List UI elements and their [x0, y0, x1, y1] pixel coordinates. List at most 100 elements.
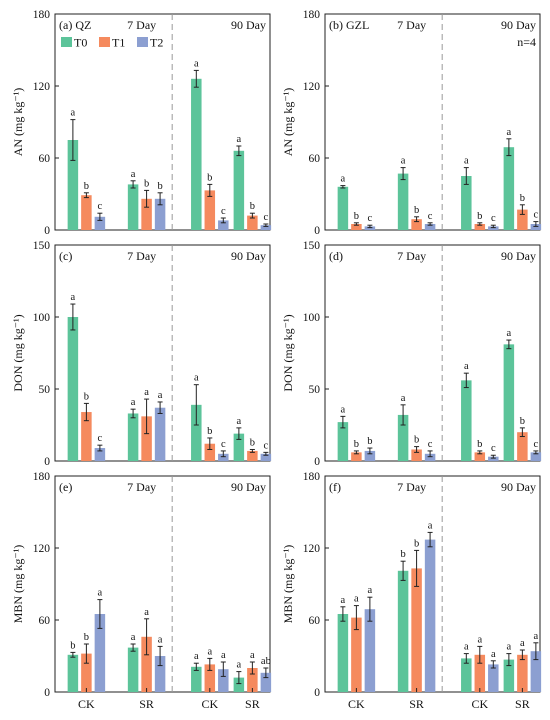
significance-letter: a [401, 393, 406, 404]
y-tick-label: 120 [33, 543, 51, 555]
significance-letter: a [507, 328, 512, 339]
bar-t0 [337, 422, 349, 461]
significance-letter: a [354, 594, 359, 605]
significance-letter: a [237, 660, 242, 671]
bar-t2 [154, 407, 166, 461]
significance-letter: a [368, 585, 373, 596]
legend-swatch-t2 [137, 37, 148, 47]
significance-letter: a [520, 638, 525, 649]
significance-letter: a [144, 607, 149, 618]
bar-t2 [94, 448, 106, 461]
y-tick-label: 100 [33, 312, 51, 324]
significance-letter: c [491, 213, 496, 224]
bar-t1 [204, 664, 216, 692]
bar-t2 [260, 672, 272, 692]
period-label-7day: 7 Day [397, 249, 426, 263]
x-category-label: SR [515, 697, 530, 711]
significance-letter: a [464, 156, 469, 167]
y-tick-label: 0 [314, 225, 320, 237]
legend: T0 T1 T2 [61, 36, 163, 50]
y-tick-label: 50 [309, 384, 321, 396]
period-label-90day: 90 Day [231, 249, 266, 263]
significance-letter: b [84, 391, 89, 402]
significance-letter: b [250, 437, 255, 448]
y-axis-label: AN (mg kg⁻¹) [281, 88, 295, 157]
bar-t0 [503, 344, 515, 461]
bar-t1 [411, 449, 422, 461]
bar-t1 [81, 195, 92, 230]
significance-letter: b [367, 436, 372, 447]
significance-letter: a [341, 595, 346, 606]
significance-letter: b [400, 549, 405, 560]
significance-letter: b [84, 632, 89, 643]
bar-t1 [247, 668, 258, 692]
x-category-label: CK [201, 697, 218, 711]
significance-letter: c [98, 433, 103, 444]
significance-letter: a [464, 642, 469, 653]
y-axis-label: MBN (mg kg⁻¹) [11, 545, 25, 624]
panel-title: (d) [329, 249, 343, 263]
significance-letter: a [250, 650, 255, 661]
significance-letter: a [237, 134, 242, 145]
x-category-label: CK [78, 697, 95, 711]
significance-letter: a [507, 642, 512, 653]
y-axis-label: MBN (mg kg⁻¹) [281, 545, 295, 624]
significance-letter: a [477, 634, 482, 645]
bar-t0 [191, 404, 202, 461]
bar-t2 [530, 651, 542, 692]
x-category-label: SR [409, 697, 424, 711]
panel-title: (a) QZ [59, 18, 91, 32]
bar-t2 [364, 450, 376, 461]
significance-letter: c [368, 213, 373, 224]
panel-title: (c) [59, 249, 72, 263]
sample-size-label: n=4 [517, 35, 536, 49]
bar-t2 [260, 225, 272, 230]
bar-t1 [141, 198, 152, 230]
significance-letter: a [207, 646, 212, 657]
legend-label: T1 [112, 36, 125, 50]
bar-t1 [517, 432, 528, 461]
bar-t1 [351, 224, 362, 230]
y-tick-label: 50 [39, 384, 51, 396]
significance-letter: a [194, 651, 199, 662]
x-category-label: SR [139, 697, 154, 711]
significance-letter: c [428, 211, 433, 222]
panel-e: 0 60 120 180 MBN (mg kg⁻¹) (e) 7 Day 90 Day bb a C… [11, 471, 272, 711]
y-tick-label: 120 [303, 81, 321, 93]
bar-t1 [474, 452, 486, 461]
bar-t1 [411, 568, 422, 692]
legend-label: T0 [74, 36, 87, 50]
significance-letter: b [84, 181, 89, 192]
bar-t0 [67, 317, 79, 461]
bar-t2 [530, 224, 542, 230]
y-axis-label: DON (mg kg⁻¹) [281, 314, 295, 391]
bar-t2 [530, 452, 542, 461]
significance-letter: c [264, 440, 269, 451]
bar-t0 [67, 654, 79, 692]
bar-t1 [247, 450, 258, 461]
y-tick-label: 180 [33, 471, 51, 483]
panel-title: (b) GZL [329, 18, 369, 32]
y-tick-label: 150 [303, 240, 321, 252]
bar-t0 [461, 380, 472, 461]
period-label-90day: 90 Day [501, 480, 536, 494]
y-tick-label: 0 [44, 456, 50, 468]
significance-letter: a [221, 650, 226, 661]
significance-letter: c [264, 212, 269, 223]
significance-letter: a [71, 292, 76, 303]
y-tick-label: 60 [309, 615, 321, 627]
period-label-90day: 90 Day [501, 18, 536, 32]
significance-letter: c [491, 443, 496, 454]
period-label-7day: 7 Day [127, 480, 156, 494]
bar-t2 [94, 216, 106, 230]
bar-t1 [81, 412, 92, 461]
period-label-7day: 7 Day [127, 18, 156, 32]
significance-letter: c [221, 206, 226, 217]
bar-t0 [127, 184, 139, 230]
significance-letter: a [194, 373, 199, 384]
bar-t2 [424, 539, 436, 692]
significance-letter: c [98, 201, 103, 212]
bar-t1 [474, 224, 486, 230]
